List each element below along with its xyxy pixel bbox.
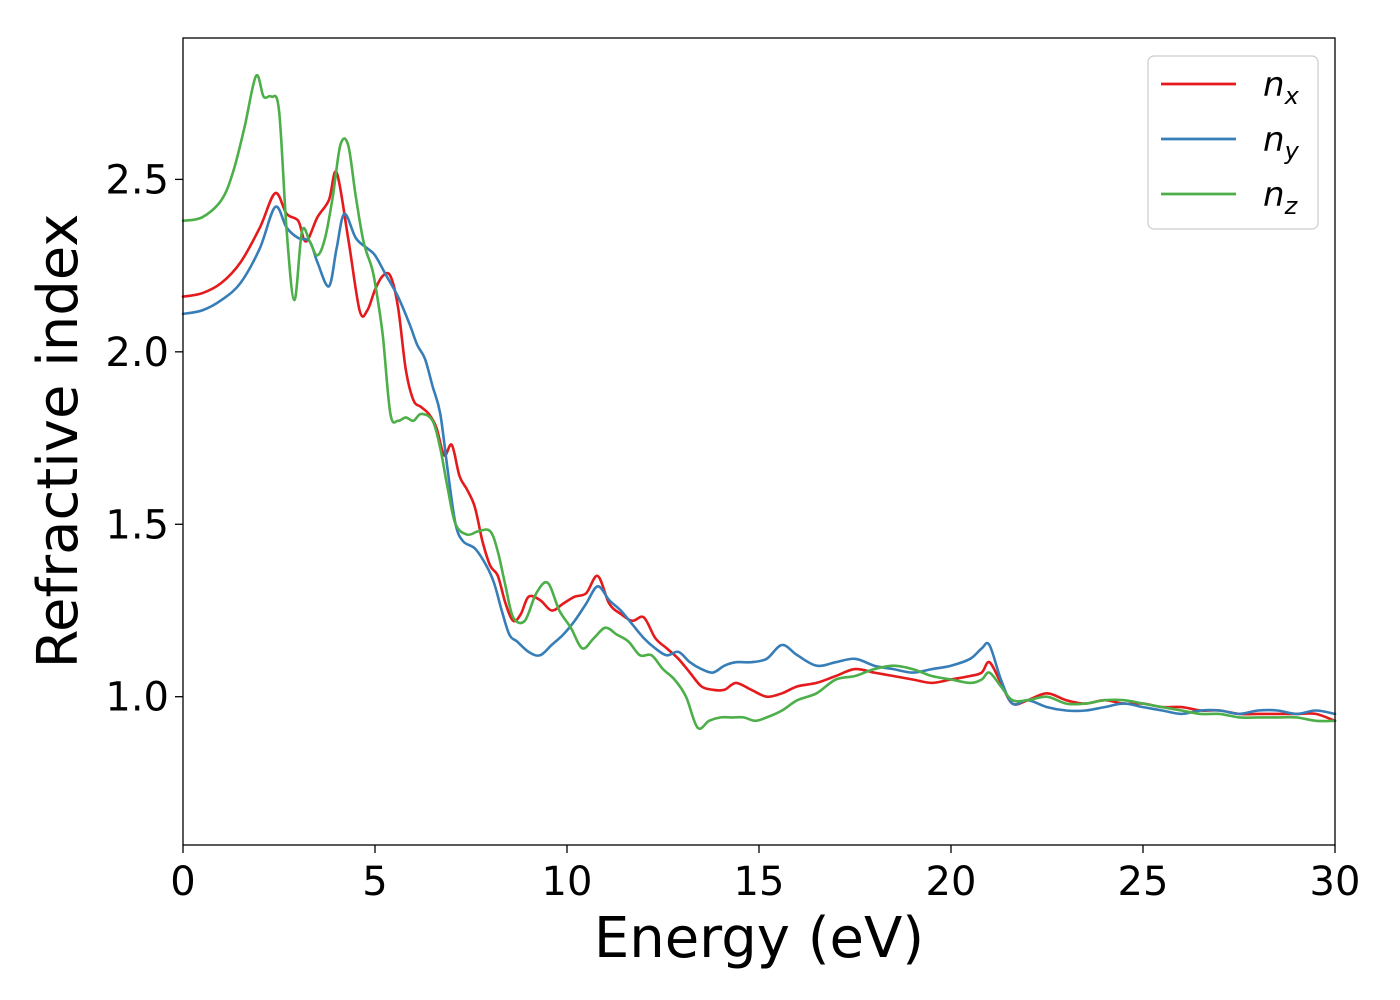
x-tick-label: 30	[1310, 859, 1361, 905]
legend-label-subscript: y	[1284, 137, 1300, 165]
y-tick-label: 1.0	[105, 675, 169, 721]
x-tick-label: 5	[362, 859, 387, 905]
x-tick-label: 0	[170, 859, 195, 905]
series-line-z	[181, 73, 1337, 730]
series-line-y	[181, 205, 1337, 716]
legend-label-subscript: x	[1284, 82, 1300, 110]
x-tick-label: 15	[734, 859, 785, 905]
legend-label-main: n	[1263, 175, 1285, 215]
plot-background	[183, 38, 1335, 845]
x-tick-label: 20	[926, 859, 977, 905]
legend-label-y: ny	[1263, 120, 1300, 165]
y-tick-label: 2.0	[105, 330, 169, 376]
y-axis: 1.0 1.5 2.0 2.5	[105, 157, 183, 721]
x-axis: 0 5 10 15 20 25 30	[170, 845, 1360, 905]
series-layer	[181, 73, 1337, 730]
x-tick-label: 25	[1118, 859, 1169, 905]
legend-label-subscript: z	[1284, 192, 1299, 220]
y-tick-label: 1.5	[105, 502, 169, 548]
legend-box	[1147, 55, 1319, 230]
legend-label-main: n	[1263, 120, 1285, 160]
legend-label-x: nx	[1263, 65, 1300, 110]
x-axis-title: Energy (eV)	[594, 906, 924, 971]
x-tick-label: 10	[542, 859, 593, 905]
legend-label-z: nz	[1263, 175, 1299, 220]
legend-label-main: n	[1263, 65, 1285, 105]
y-tick-label: 2.5	[105, 157, 169, 203]
y-axis-title: Refractive index	[26, 214, 91, 669]
